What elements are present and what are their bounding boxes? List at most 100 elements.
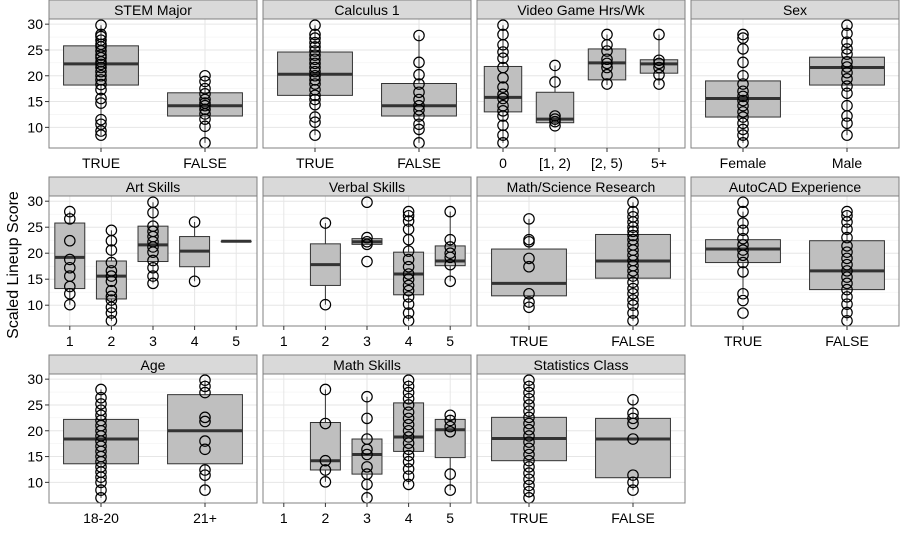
data-point — [627, 307, 639, 319]
y-tick-label: 25 — [27, 42, 43, 58]
x-tick-label: 2 — [322, 510, 330, 526]
data-point — [523, 399, 535, 411]
data-point — [841, 223, 853, 236]
box-iqr — [705, 239, 781, 264]
data-point — [319, 476, 332, 488]
data-point — [444, 258, 456, 271]
data-point — [64, 205, 76, 218]
data-point — [627, 282, 639, 295]
data-point — [841, 129, 853, 141]
data-point — [413, 118, 425, 131]
data-point — [309, 53, 321, 66]
data-point — [309, 28, 321, 41]
data-point — [523, 392, 535, 405]
data-point — [95, 61, 107, 74]
panel-border — [262, 18, 472, 149]
data-point — [601, 68, 613, 81]
data-point — [549, 76, 561, 88]
data-point — [737, 129, 749, 141]
data-point — [841, 66, 853, 79]
data-point — [523, 252, 535, 265]
data-point — [737, 106, 749, 118]
y-tick-label: 30 — [27, 371, 43, 387]
data-point — [199, 120, 211, 133]
x-tick-label: 3 — [363, 510, 371, 526]
facet-title: Calculus 1 — [334, 2, 400, 18]
data-point — [361, 238, 373, 251]
data-point — [361, 231, 373, 244]
data-point — [737, 123, 749, 136]
data-point — [549, 115, 561, 128]
data-point — [841, 48, 853, 60]
data-point — [737, 256, 749, 269]
data-point — [737, 294, 749, 307]
data-point — [841, 252, 853, 265]
y-tick-label: 10 — [27, 119, 43, 135]
data-point — [95, 484, 107, 496]
x-tick-label: 3 — [363, 333, 371, 349]
y-tick-label: 15 — [27, 94, 43, 110]
data-point — [737, 43, 749, 55]
data-point — [523, 454, 535, 467]
data-point — [841, 43, 853, 55]
data-point — [523, 287, 535, 300]
data-point — [497, 105, 509, 117]
data-point — [413, 29, 425, 42]
data-point — [199, 380, 211, 393]
x-tick-label: Female — [720, 155, 767, 171]
data-point — [402, 392, 415, 405]
data-point — [309, 45, 321, 57]
data-point — [309, 41, 321, 53]
data-point — [402, 386, 415, 399]
data-point — [444, 420, 456, 433]
data-point — [402, 443, 415, 456]
data-point — [413, 104, 425, 116]
data-point — [309, 78, 321, 90]
data-point — [841, 283, 853, 296]
data-point — [309, 129, 321, 141]
data-point — [147, 261, 159, 274]
box-iqr — [351, 438, 383, 475]
data-point — [95, 58, 107, 71]
x-tick-label: 5+ — [651, 155, 667, 171]
data-point — [64, 234, 76, 247]
data-point — [95, 83, 107, 96]
data-point — [199, 484, 211, 496]
data-point — [627, 476, 639, 489]
data-point — [309, 93, 321, 106]
x-tick-label: FALSE — [611, 510, 655, 526]
data-point — [627, 276, 639, 289]
x-tick-label: FALSE — [397, 155, 441, 171]
y-tick-label: 25 — [27, 397, 43, 413]
data-point — [402, 233, 415, 246]
data-point — [549, 120, 561, 132]
x-tick-label: 2 — [108, 333, 116, 349]
panel-border — [476, 373, 686, 504]
data-point — [147, 254, 159, 267]
data-point — [199, 108, 211, 120]
data-point — [737, 287, 749, 300]
data-point — [319, 454, 332, 467]
data-point — [309, 49, 321, 61]
data-point — [147, 241, 159, 253]
data-point — [627, 469, 639, 481]
data-point — [309, 61, 321, 74]
data-point — [402, 209, 415, 222]
data-point — [147, 206, 159, 219]
data-point — [523, 405, 535, 417]
data-point — [361, 390, 373, 403]
data-point — [199, 99, 211, 112]
data-point — [105, 294, 118, 306]
data-point — [444, 251, 456, 264]
x-tick-label: 5 — [232, 333, 240, 349]
facet-title: Sex — [783, 2, 807, 18]
data-point — [309, 65, 321, 78]
data-point — [497, 46, 509, 58]
data-point — [841, 27, 853, 40]
data-point — [413, 86, 425, 99]
data-point — [188, 275, 201, 288]
facet-title: Math/Science Research — [507, 179, 656, 195]
box-iqr — [309, 422, 341, 471]
x-tick-label: TRUE — [296, 155, 334, 171]
panel-border — [48, 18, 258, 149]
